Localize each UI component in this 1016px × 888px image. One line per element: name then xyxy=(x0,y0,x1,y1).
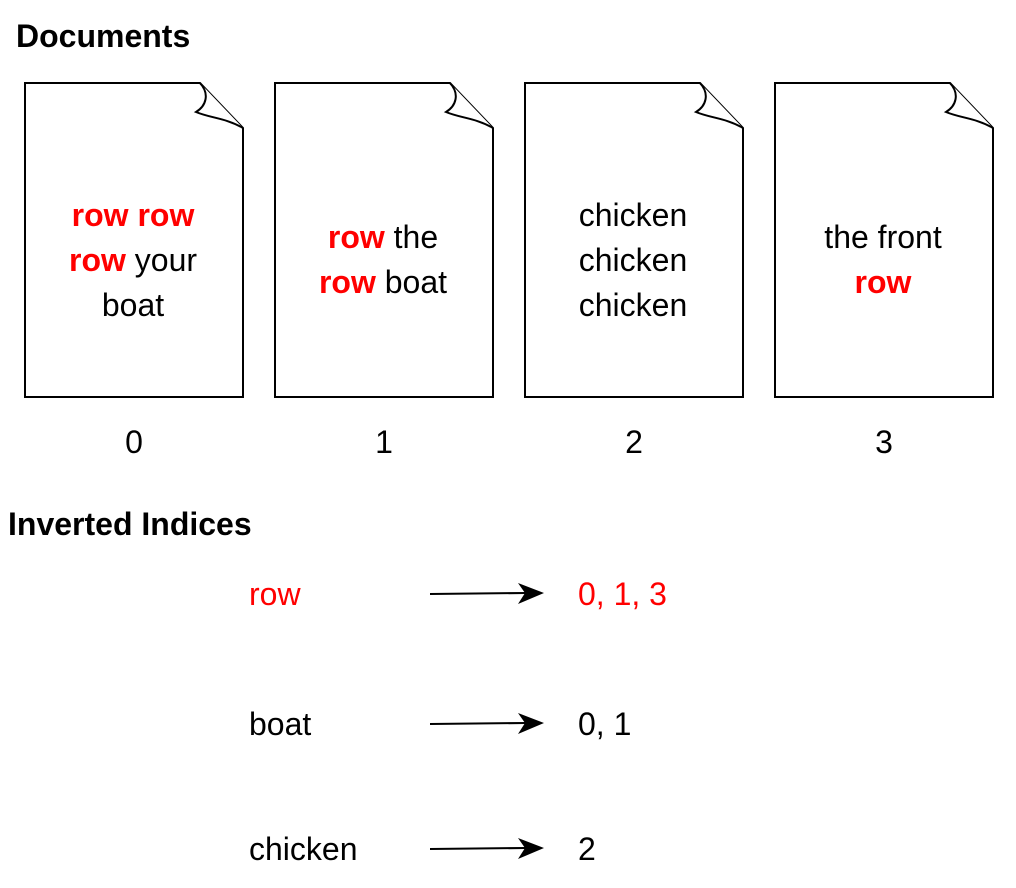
document-word: row xyxy=(854,264,912,300)
arrow-right-icon xyxy=(430,838,544,859)
document-page-icon xyxy=(774,82,994,398)
document-words: chicken chicken chicken xyxy=(579,193,688,328)
document-3: the front row xyxy=(774,82,994,398)
document-word: row xyxy=(137,196,195,233)
document-word: row xyxy=(318,264,376,300)
document-words: row row row your boat xyxy=(69,193,197,328)
index-postings-row: 0, 1, 3 xyxy=(578,576,667,612)
index-postings-chicken: 2 xyxy=(578,831,596,867)
document-index-3: 3 xyxy=(875,424,893,460)
document-word: row xyxy=(68,241,126,278)
document-word: front xyxy=(877,219,942,255)
document-word: the xyxy=(824,219,869,255)
document-text: chicken chicken chicken xyxy=(530,122,736,398)
index-postings-boat: 0, 1 xyxy=(578,706,632,742)
document-page-icon xyxy=(274,82,494,398)
document-word: chicken xyxy=(578,286,688,323)
document-page-icon xyxy=(24,82,244,398)
document-text: the front row xyxy=(780,122,986,398)
document-word: boat xyxy=(384,264,448,300)
index-term-chicken: chicken xyxy=(249,831,358,867)
document-text: row row row your boat xyxy=(30,122,236,398)
document-word: your xyxy=(134,241,198,278)
arrow-right-icon xyxy=(430,713,544,734)
document-word: the xyxy=(393,219,439,255)
inverted-indices-title: Inverted Indices xyxy=(8,506,252,542)
document-word: boat xyxy=(101,286,165,323)
document-index-0: 0 xyxy=(125,424,143,460)
document-word: row xyxy=(71,196,129,233)
document-word: chicken xyxy=(578,241,688,278)
document-words: the front row xyxy=(824,215,941,305)
document-words: row the row boat xyxy=(319,215,447,305)
document-1: row the row boat xyxy=(274,82,494,398)
document-index-1: 1 xyxy=(375,424,393,460)
document-index-2: 2 xyxy=(625,424,643,460)
index-term-boat: boat xyxy=(249,706,312,742)
document-word: row xyxy=(327,219,385,255)
documents-title: Documents xyxy=(16,18,191,54)
arrow-right-icon xyxy=(430,583,544,604)
document-0: row row row your boat xyxy=(24,82,244,398)
document-text: row the row boat xyxy=(280,122,486,398)
index-term-row: row xyxy=(249,576,301,612)
document-word: chicken xyxy=(578,196,688,233)
document-2: chicken chicken chicken xyxy=(524,82,744,398)
document-page-icon xyxy=(524,82,744,398)
